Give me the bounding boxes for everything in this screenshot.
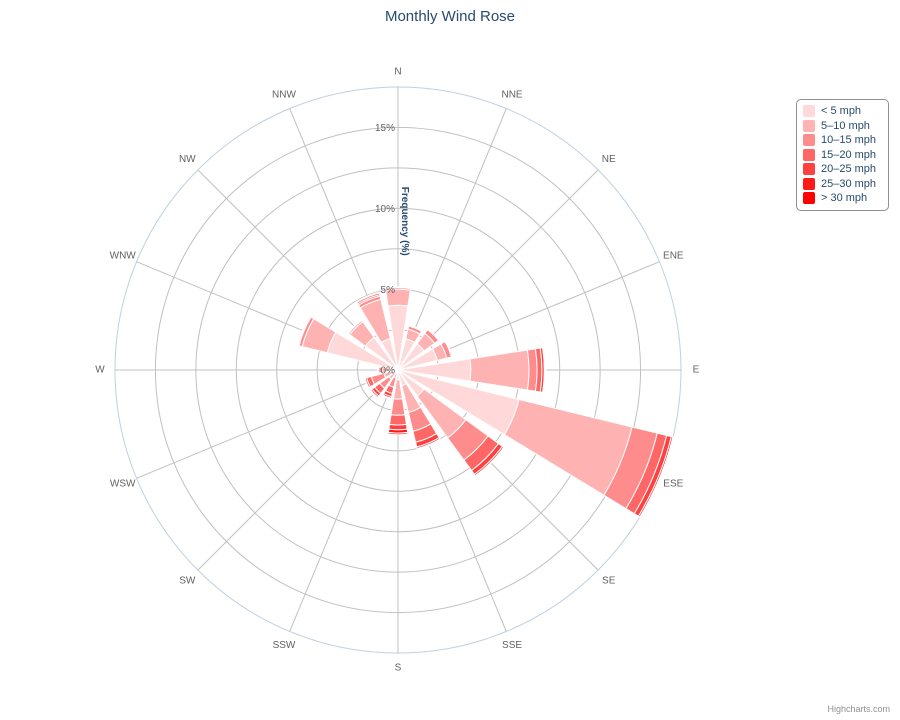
direction-label-nw: NW: [179, 154, 196, 165]
direction-label-wsw: WSW: [110, 479, 136, 490]
direction-label-e: E: [693, 365, 700, 376]
wind-bar-wsw-s5: [363, 377, 370, 389]
wind-bar-sse-s6: [416, 438, 442, 450]
y-axis-title: Frequency (%): [399, 187, 410, 256]
wind-bar-wnw-s4: [296, 315, 311, 347]
credits-link[interactable]: Highcharts.com: [827, 704, 890, 714]
wind-bar-w-s3: [377, 366, 380, 374]
legend-label: 20–25 mph: [821, 163, 877, 176]
legend-item[interactable]: < 5 mph: [797, 104, 888, 119]
direction-label-sw: SW: [179, 575, 196, 586]
y-tick-label: 10%: [375, 204, 395, 215]
wind-bar-ssw-s6: [381, 394, 392, 400]
wind-bar-e-s6: [542, 346, 547, 394]
legend-swatch: [803, 105, 815, 118]
legend-swatch: [803, 192, 815, 205]
legend-swatch: [803, 134, 815, 147]
direction-label-nnw: NNW: [272, 89, 296, 100]
direction-label-s: S: [395, 663, 402, 674]
direction-label-ene: ENE: [663, 251, 684, 262]
grid-spoke: [136, 369, 399, 479]
wind-bar-sw-s6: [369, 389, 379, 399]
wind-bar-se-s6: [474, 446, 506, 478]
legend-item[interactable]: 5–10 mph: [797, 119, 888, 134]
wind-bar-ne-s3: [426, 328, 440, 342]
y-tick-label: 5%: [381, 285, 396, 296]
chart-title: Monthly Wind Rose: [384, 8, 516, 25]
y-tick-label: 0%: [381, 366, 396, 377]
direction-label-nne: NNE: [501, 89, 522, 100]
y-tick-label: 15%: [375, 123, 395, 134]
direction-label-n: N: [394, 67, 401, 78]
wind-bar-ese-s6: [639, 436, 675, 519]
legend-item[interactable]: 10–15 mph: [797, 133, 888, 148]
wind-bar-s-s3: [389, 414, 407, 426]
grid-spoke: [197, 369, 399, 571]
wind-bars: [296, 286, 675, 519]
direction-label-w: W: [95, 365, 105, 376]
legend-swatch: [803, 177, 815, 190]
legend-swatch: [803, 163, 815, 176]
wind-bar-s-s6: [387, 431, 409, 436]
legend-label: < 5 mph: [821, 105, 862, 118]
wind-bar-e-s2: [526, 348, 538, 392]
legend-label: 25–30 mph: [821, 177, 877, 190]
wind-bar-nnw-s5: [355, 291, 380, 303]
legend-swatch: [803, 119, 815, 132]
wind-bar-e-s1: [469, 349, 530, 391]
wind-bar-s-s2: [390, 398, 406, 416]
grid-spoke: [289, 369, 399, 632]
legend-label: 5–10 mph: [821, 119, 870, 132]
grid-spoke: [397, 108, 507, 371]
wind-bar-ene-s3: [444, 340, 453, 358]
legend-label: 15–20 mph: [821, 148, 877, 161]
direction-label-wnw: WNW: [110, 251, 137, 262]
direction-label-ssw: SSW: [273, 640, 296, 651]
wind-bar-n-s3: [384, 286, 412, 290]
legend-swatch: [803, 148, 815, 161]
legend-item[interactable]: 15–20 mph: [797, 148, 888, 163]
direction-label-se: SE: [602, 575, 616, 586]
wind-bar-nw-s3: [347, 319, 363, 335]
legend-item[interactable]: > 30 mph: [797, 191, 888, 206]
legend: < 5 mph 5–10 mph 10–15 mph 15–20 mph 20–25 m…: [796, 99, 889, 211]
legend-item[interactable]: 20–25 mph: [797, 162, 888, 177]
legend-label: 10–15 mph: [821, 134, 877, 147]
direction-label-ese: ESE: [663, 479, 683, 490]
direction-label-ne: NE: [602, 154, 616, 165]
direction-label-sse: SSE: [502, 640, 522, 651]
legend-label: > 30 mph: [821, 192, 868, 205]
axis-labels: N NNE NE ENE E ESE SE SSE S SSW SW WSW W WNW NW NNW 0% 5%…: [95, 67, 699, 674]
legend-item[interactable]: 25–30 mph: [797, 177, 888, 192]
wind-bar-nne-s3: [408, 324, 423, 332]
